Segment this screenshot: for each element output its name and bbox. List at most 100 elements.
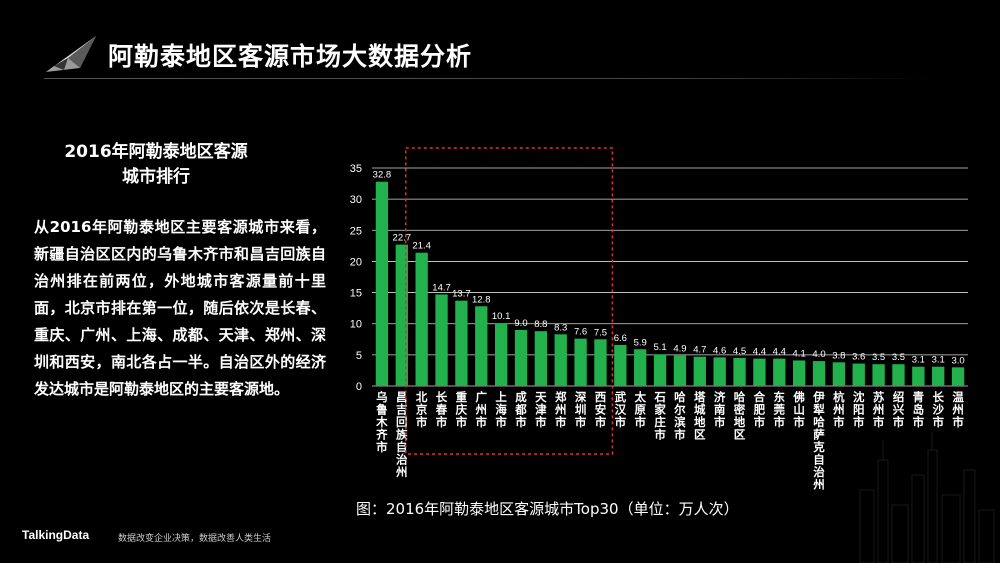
top10-highlight-box: [404, 147, 614, 455]
bar-value-label: 4.9: [673, 343, 686, 354]
x-tick-label: 塔城地区: [694, 390, 706, 442]
bar-value-label: 12.8: [472, 294, 491, 305]
x-tick-label: 佛山市: [792, 390, 805, 429]
section-title-line2: 城市排行: [122, 167, 190, 187]
chart-value-labels: 32.8 22.721.4 14.713.712.810.19.0 8.8 8.3 7.6…: [373, 170, 965, 367]
chart-x-axis: 乌鲁木齐市昌吉回族自治州北京市长春市重庆市广州市上海市成都市天津市郑州市深圳市西…: [375, 390, 964, 492]
x-tick-label: 沈阳市: [853, 390, 865, 429]
bar: [693, 356, 706, 386]
bar: [713, 357, 726, 386]
x-tick-label: 广州市: [475, 390, 488, 429]
x-tick-label: 哈密地区: [733, 390, 746, 442]
y-tick-label: 20: [350, 256, 362, 268]
bar-value-label: 8.3: [554, 322, 567, 333]
bar-value-label: 4.7: [693, 345, 706, 356]
bar: [614, 344, 627, 386]
bar: [514, 329, 528, 386]
chart-y-axis: 0 5 10 15 20 25 30 35: [350, 163, 362, 393]
x-tick-label: 东莞市: [773, 390, 786, 429]
y-tick-label: 25: [350, 225, 362, 237]
y-tick-label: 0: [356, 381, 362, 393]
bar: [554, 334, 567, 386]
y-tick-label: 5: [356, 350, 362, 362]
bar-value-label: 7.5: [594, 327, 607, 338]
x-tick-label: 温州市: [951, 390, 964, 429]
bar-value-label: 3.6: [852, 352, 865, 363]
bar: [932, 366, 945, 386]
bar-value-label: 3.1: [912, 355, 925, 366]
bar-value-label: 5.1: [653, 342, 666, 353]
bar: [415, 252, 428, 386]
x-tick-label: 昌吉回族自治州: [395, 390, 408, 479]
bar-value-label: 32.8: [373, 170, 392, 181]
x-tick-label: 武汉市: [615, 390, 627, 429]
arrowhead-logo-icon: [46, 36, 96, 72]
bar: [653, 354, 667, 386]
bar: [475, 306, 488, 386]
x-tick-label: 乌鲁木齐市: [375, 390, 388, 454]
bar-value-label: 4.5: [733, 346, 746, 357]
bar-value-label: 10.1: [492, 311, 511, 322]
bar: [494, 323, 508, 386]
bar-value-label: 4.0: [812, 349, 825, 360]
chart-gridlines: [372, 167, 968, 387]
title-divider: [44, 78, 934, 79]
city-skyline-decoration: [859, 432, 995, 563]
x-tick-label: 天津市: [535, 390, 547, 429]
bar-value-label: 6.6: [614, 333, 627, 344]
bar-value-label: 4.4: [753, 347, 766, 358]
bar: [773, 358, 786, 386]
y-tick-label: 30: [350, 194, 362, 206]
bar-value-label: 4.6: [713, 345, 726, 356]
bar: [673, 355, 687, 386]
bar: [912, 366, 925, 386]
x-tick-label: 合肥市: [754, 390, 766, 429]
analysis-paragraph: 从2016年阿勒泰地区主要客源城市来看，新疆自治区区内的乌鲁木齐市和昌吉回族自治…: [34, 218, 326, 398]
bar: [872, 364, 885, 386]
bar: [534, 331, 548, 386]
bar: [892, 364, 905, 386]
bar-value-label: 4.1: [793, 348, 806, 359]
x-tick-label: 重庆市: [455, 390, 468, 429]
x-tick-label: 长沙市: [932, 390, 944, 429]
section-title: 2016年阿勒泰地区客源 城市排行: [22, 140, 290, 190]
bar-value-label: 7.6: [574, 327, 587, 338]
x-tick-label: 石家庄市: [653, 390, 666, 442]
bar: [395, 244, 408, 386]
bar-value-label: 3.5: [872, 352, 885, 363]
x-tick-label: 杭州市: [832, 390, 845, 429]
bar: [792, 360, 806, 386]
bar: [753, 358, 766, 386]
x-tick-label: 伊犁哈萨克自治州: [812, 390, 825, 492]
bar-value-label: 3.8: [832, 350, 845, 361]
chart-bars: [375, 181, 965, 386]
x-tick-label: 郑州市: [554, 390, 567, 429]
bar-value-label: 3.0: [951, 355, 964, 366]
bar-value-label: 14.7: [432, 282, 451, 293]
x-tick-label: 上海市: [495, 390, 507, 429]
x-tick-label: 长春市: [436, 390, 448, 429]
bar-value-label: 8.8: [534, 319, 547, 330]
x-tick-label: 哈尔滨市: [673, 390, 686, 442]
y-tick-label: 15: [350, 288, 362, 300]
bar: [852, 363, 865, 386]
bar: [812, 361, 826, 386]
bar: [832, 362, 846, 386]
bar-value-label: 4.4: [773, 347, 786, 358]
footer-brand: TalkingData: [22, 528, 90, 542]
bar: [951, 367, 965, 386]
bar-value-label: 9.0: [514, 318, 527, 329]
bar-value-label: 22.7: [393, 233, 412, 244]
x-tick-label: 成都市: [514, 390, 527, 429]
x-tick-label: 深圳市: [575, 390, 587, 429]
x-tick-label: 济南市: [714, 390, 726, 429]
y-tick-label: 10: [350, 319, 362, 331]
x-tick-label: 西安市: [595, 390, 607, 429]
bar-value-label: 3.5: [892, 352, 905, 363]
bar-value-label: 13.7: [452, 289, 471, 300]
bar-value-label: 3.1: [932, 355, 945, 366]
bar: [455, 300, 468, 386]
x-tick-label: 太原市: [633, 390, 646, 429]
x-tick-label: 青岛市: [913, 390, 925, 429]
